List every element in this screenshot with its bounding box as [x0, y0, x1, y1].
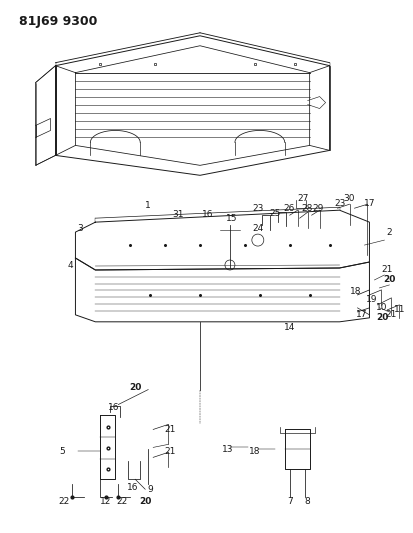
- Text: 16: 16: [126, 483, 138, 492]
- Text: 16: 16: [202, 209, 214, 219]
- Text: 20: 20: [139, 497, 152, 506]
- Text: 1: 1: [145, 201, 151, 209]
- Text: 21: 21: [164, 447, 176, 456]
- Text: 22: 22: [116, 497, 128, 506]
- Text: 22: 22: [59, 497, 70, 506]
- Text: 29: 29: [312, 204, 323, 213]
- Text: 21: 21: [382, 265, 393, 274]
- Text: 19: 19: [366, 295, 377, 304]
- Text: 17: 17: [364, 199, 375, 208]
- Text: 16: 16: [107, 403, 119, 412]
- Text: 23: 23: [334, 199, 345, 208]
- Text: 12: 12: [100, 497, 111, 506]
- Text: 5: 5: [59, 447, 65, 456]
- Text: 26: 26: [283, 204, 294, 213]
- Text: 20: 20: [383, 276, 396, 285]
- Text: 3: 3: [78, 224, 83, 232]
- Text: 2: 2: [387, 228, 392, 237]
- Text: 21: 21: [164, 425, 176, 434]
- Text: 13: 13: [222, 445, 234, 454]
- Text: 25: 25: [269, 209, 280, 217]
- Text: 17: 17: [356, 310, 367, 319]
- Text: 11: 11: [394, 305, 405, 314]
- Text: 4: 4: [68, 261, 73, 270]
- Text: 23: 23: [252, 204, 263, 213]
- Text: 30: 30: [344, 193, 355, 203]
- Text: 18: 18: [350, 287, 361, 296]
- Text: 7: 7: [287, 497, 292, 506]
- Text: 18: 18: [249, 447, 261, 456]
- Text: 28: 28: [301, 204, 312, 213]
- Text: 8: 8: [305, 497, 311, 506]
- Text: 20: 20: [129, 383, 141, 392]
- Text: 20: 20: [376, 313, 389, 322]
- Text: 9: 9: [147, 484, 153, 494]
- Text: 81J69 9300: 81J69 9300: [19, 15, 97, 28]
- Text: 24: 24: [252, 224, 263, 232]
- Text: 14: 14: [284, 324, 295, 332]
- Text: 31: 31: [172, 209, 184, 219]
- Text: 10: 10: [376, 303, 387, 312]
- Text: 15: 15: [226, 214, 237, 223]
- Text: 27: 27: [297, 193, 309, 203]
- Text: 21: 21: [386, 310, 397, 319]
